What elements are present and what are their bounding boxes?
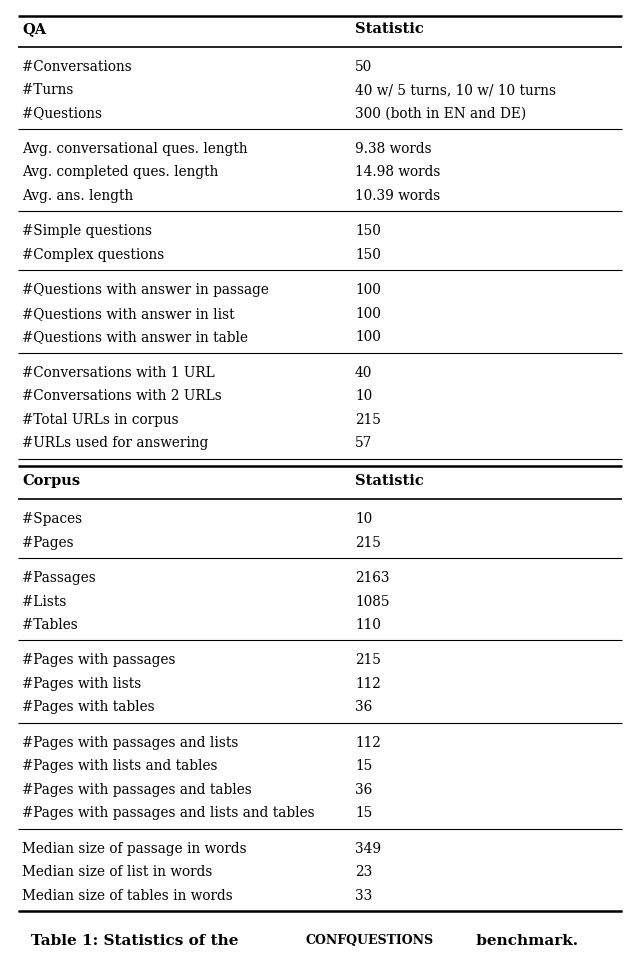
Text: 40: 40 (355, 365, 372, 380)
Text: Avg. conversational ques. length: Avg. conversational ques. length (22, 141, 248, 156)
Text: Statistic: Statistic (355, 21, 424, 36)
Text: 33: 33 (355, 888, 372, 902)
Text: #Questions with answer in passage: #Questions with answer in passage (22, 283, 269, 297)
Text: 300 (both in EN and DE): 300 (both in EN and DE) (355, 107, 526, 120)
Text: QA: QA (22, 21, 46, 36)
Text: #Conversations: #Conversations (22, 59, 132, 74)
Text: #Questions with answer in table: #Questions with answer in table (22, 330, 248, 344)
Text: 215: 215 (355, 535, 381, 549)
Text: Avg. ans. length: Avg. ans. length (22, 189, 133, 203)
Text: #Turns: #Turns (22, 83, 74, 97)
Text: 215: 215 (355, 653, 381, 667)
Text: benchmark.: benchmark. (471, 933, 578, 947)
Text: #Pages: #Pages (22, 535, 74, 549)
Text: 40 w/ 5 turns, 10 w/ 10 turns: 40 w/ 5 turns, 10 w/ 10 turns (355, 83, 556, 97)
Text: Table 1: Statistics of the: Table 1: Statistics of the (31, 933, 244, 947)
Text: #Pages with passages and lists and tables: #Pages with passages and lists and table… (22, 805, 315, 820)
Text: 9.38 words: 9.38 words (355, 141, 431, 156)
Text: #Pages with passages: #Pages with passages (22, 653, 175, 667)
Text: #Conversations with 1 URL: #Conversations with 1 URL (22, 365, 215, 380)
Text: Avg. completed ques. length: Avg. completed ques. length (22, 166, 218, 179)
Text: 10: 10 (355, 512, 372, 525)
Text: Median size of list in words: Median size of list in words (22, 864, 212, 878)
Text: 100: 100 (355, 330, 381, 344)
Text: 100: 100 (355, 283, 381, 297)
Text: 23: 23 (355, 864, 372, 878)
Text: 36: 36 (355, 782, 372, 797)
Text: 36: 36 (355, 700, 372, 714)
Text: 57: 57 (355, 436, 372, 450)
Text: #Questions with answer in list: #Questions with answer in list (22, 306, 235, 321)
Text: #Tables: #Tables (22, 617, 77, 632)
Text: 14.98 words: 14.98 words (355, 166, 440, 179)
Text: #Pages with lists: #Pages with lists (22, 676, 141, 690)
Text: 150: 150 (355, 248, 381, 262)
Text: #Spaces: #Spaces (22, 512, 82, 525)
Text: 10: 10 (355, 389, 372, 403)
Text: 15: 15 (355, 805, 372, 820)
Text: #Pages with passages and tables: #Pages with passages and tables (22, 782, 252, 797)
Text: #Lists: #Lists (22, 594, 67, 608)
Text: #Total URLs in corpus: #Total URLs in corpus (22, 413, 179, 426)
Text: 15: 15 (355, 759, 372, 772)
Text: Median size of tables in words: Median size of tables in words (22, 888, 233, 902)
Text: 110: 110 (355, 617, 381, 632)
Text: #Questions: #Questions (22, 107, 102, 120)
Text: 1085: 1085 (355, 594, 390, 608)
Text: CONFQUESTIONS: CONFQUESTIONS (305, 933, 434, 946)
Text: 100: 100 (355, 306, 381, 321)
Text: Statistic: Statistic (355, 474, 424, 487)
Text: #Simple questions: #Simple questions (22, 224, 152, 238)
Text: 50: 50 (355, 59, 372, 74)
Text: #Complex questions: #Complex questions (22, 248, 164, 262)
Text: 10.39 words: 10.39 words (355, 189, 440, 203)
Text: #Pages with lists and tables: #Pages with lists and tables (22, 759, 218, 772)
Text: 349: 349 (355, 841, 381, 855)
Text: 2163: 2163 (355, 571, 390, 584)
Text: #URLs used for answering: #URLs used for answering (22, 436, 209, 450)
Text: #Conversations with 2 URLs: #Conversations with 2 URLs (22, 389, 221, 403)
Text: #Pages with tables: #Pages with tables (22, 700, 155, 714)
Text: 112: 112 (355, 676, 381, 690)
Text: 112: 112 (355, 735, 381, 749)
Text: Median size of passage in words: Median size of passage in words (22, 841, 246, 855)
Text: Corpus: Corpus (22, 474, 80, 487)
Text: #Passages: #Passages (22, 571, 96, 584)
Text: 215: 215 (355, 413, 381, 426)
Text: 150: 150 (355, 224, 381, 238)
Text: #Pages with passages and lists: #Pages with passages and lists (22, 735, 238, 749)
